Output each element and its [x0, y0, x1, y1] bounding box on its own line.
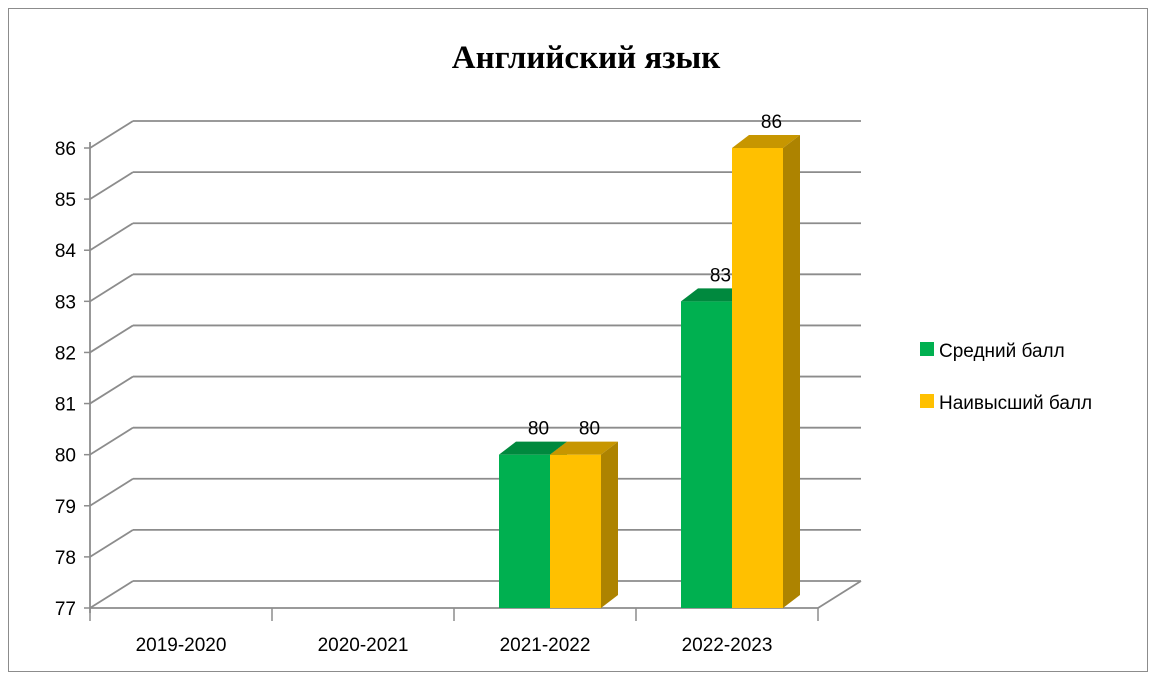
bar-side	[783, 135, 800, 608]
y-tick-label: 79	[55, 497, 76, 518]
bar-top	[550, 441, 618, 455]
gridline-diagonal	[89, 375, 134, 405]
y-tick-label: 85	[55, 190, 76, 211]
gridline-diagonal	[89, 273, 134, 303]
bar-front	[499, 454, 550, 608]
gridline-diagonal	[89, 324, 134, 354]
y-tick-label: 80	[55, 446, 76, 467]
chart-title: Английский язык	[452, 40, 721, 76]
data-label: 80	[579, 419, 600, 440]
y-tick-label: 83	[55, 292, 76, 313]
y-tick-label: 78	[55, 548, 76, 569]
x-tick-label: 2019-2020	[136, 635, 227, 656]
gridline-diagonal	[89, 426, 134, 456]
gridline-diagonal	[89, 120, 134, 149]
y-tick-label: 84	[55, 241, 77, 262]
axes: 77 78 79 80 81 82 83 84 85 86 2019-2020 2020-2021 20…	[55, 139, 862, 656]
bar	[550, 441, 618, 608]
x-tick-label: 2020-2021	[318, 635, 409, 656]
bar	[732, 135, 800, 608]
legend-swatch	[920, 342, 934, 356]
bar-side	[601, 441, 618, 608]
data-labels: 80 80 83 86	[528, 112, 782, 440]
bar-front	[681, 301, 732, 608]
data-label: 80	[528, 419, 549, 440]
data-label: 86	[761, 112, 782, 133]
y-tick-label: 77	[55, 599, 76, 620]
bars	[499, 135, 800, 608]
y-tick-label: 86	[55, 139, 76, 160]
legend: Средний балл Наивысший балл	[920, 341, 1092, 414]
legend-swatch	[920, 394, 934, 408]
bar-front	[732, 148, 783, 608]
bar-top	[732, 135, 800, 148]
gridline-diagonal	[89, 529, 134, 558]
legend-label: Средний балл	[939, 341, 1065, 362]
legend-label: Наивысший балл	[939, 393, 1092, 414]
gridline-diagonal	[89, 580, 134, 609]
floor-edge	[817, 580, 862, 609]
y-tick-label: 82	[55, 343, 76, 364]
y-tick-label: 81	[55, 395, 76, 416]
bar-front	[550, 454, 601, 608]
bar-top	[499, 441, 567, 455]
x-tick-label: 2022-2023	[682, 635, 773, 656]
x-tick-label: 2021-2022	[500, 635, 591, 656]
gridline-diagonal	[89, 171, 134, 200]
data-label: 83	[710, 265, 731, 286]
gridline-diagonal	[89, 478, 134, 507]
gridline-diagonal	[89, 222, 134, 251]
